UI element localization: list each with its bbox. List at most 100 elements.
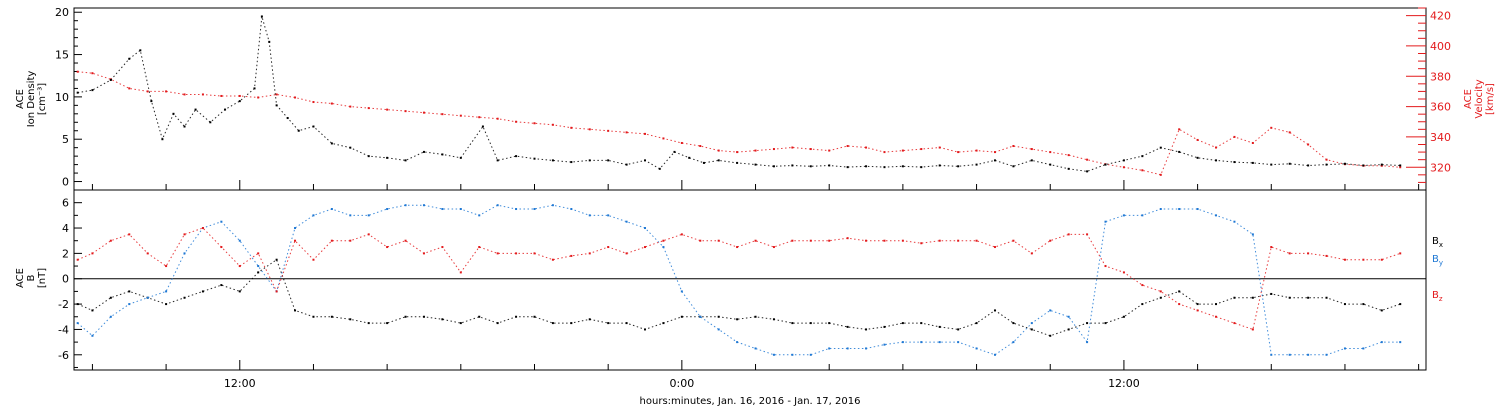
- density-point: [330, 142, 333, 145]
- by-point: [1104, 220, 1107, 223]
- by-point: [551, 204, 554, 207]
- legend-b-symbol: B: [1432, 254, 1439, 265]
- velocity-point: [1086, 158, 1089, 161]
- bz-point: [883, 239, 886, 242]
- xtick-label: 12:00: [224, 377, 256, 390]
- by-point: [938, 341, 941, 344]
- bz-point: [515, 252, 518, 255]
- bz-point: [1049, 239, 1052, 242]
- b-ytick-label: 2: [62, 247, 69, 260]
- by-point: [1288, 353, 1291, 356]
- by-point: [901, 341, 904, 344]
- velocity-point: [422, 111, 425, 114]
- density-ylabel-line: Ion Density: [26, 71, 37, 128]
- velocity-point: [791, 146, 794, 149]
- density-point: [297, 129, 300, 132]
- by-point: [165, 290, 168, 293]
- density-point: [496, 159, 499, 162]
- xtick-label: 12:00: [1108, 377, 1140, 390]
- by-point: [1141, 214, 1144, 217]
- by-point: [1086, 341, 1089, 344]
- by-point: [294, 227, 297, 230]
- velocity-point: [1178, 128, 1181, 131]
- bx-point: [1012, 322, 1015, 325]
- velocity-point: [901, 149, 904, 152]
- bz-point: [625, 252, 628, 255]
- velocity-point: [754, 149, 757, 152]
- bx-point: [1362, 303, 1365, 306]
- bz-point: [1067, 233, 1070, 236]
- density-point: [1030, 159, 1033, 162]
- bz-point: [1270, 246, 1273, 249]
- bx-point: [680, 315, 683, 318]
- bx-point: [883, 325, 886, 328]
- b-ylabel-line: [nT]: [37, 268, 48, 288]
- velocity-point: [496, 117, 499, 120]
- velocity-point: [570, 126, 573, 129]
- bx-point: [1196, 303, 1199, 306]
- bz-point: [551, 258, 554, 261]
- bx-point: [220, 284, 223, 287]
- legend-b-symbol: B: [1432, 236, 1439, 247]
- by-point: [386, 208, 389, 211]
- velocity-point: [1012, 145, 1015, 148]
- by-point: [1251, 233, 1254, 236]
- velocity-point: [680, 141, 683, 144]
- by-point: [1012, 341, 1015, 344]
- velocity-point: [1307, 143, 1310, 146]
- bz-point: [330, 239, 333, 242]
- bz-point: [201, 227, 204, 230]
- b-ytick-label: -4: [58, 323, 69, 336]
- density-point: [901, 165, 904, 168]
- by-point: [809, 353, 812, 356]
- velocity-point: [1288, 131, 1291, 134]
- bz-point: [1159, 290, 1162, 293]
- bz-point: [754, 239, 757, 242]
- density-point: [161, 138, 164, 141]
- velocity-ytick-label: 360: [1430, 101, 1451, 114]
- bz-point: [1141, 284, 1144, 287]
- velocity-point: [294, 96, 297, 99]
- velocity-point: [238, 94, 241, 97]
- velocity-point: [478, 116, 481, 119]
- bx-point: [809, 322, 812, 325]
- by-point: [422, 204, 425, 207]
- density-point: [209, 121, 212, 124]
- density-point: [1086, 170, 1089, 173]
- bz-point: [76, 258, 79, 261]
- density-ytick-label: 0: [62, 176, 69, 189]
- bx-point: [275, 258, 278, 261]
- density-point: [625, 163, 628, 166]
- velocity-ytick-label: 320: [1430, 161, 1451, 174]
- density-ytick-label: 10: [55, 91, 69, 104]
- velocity-point: [809, 148, 812, 151]
- bx-point: [1104, 322, 1107, 325]
- velocity-ytick-label: 420: [1430, 10, 1451, 23]
- density-point: [1399, 164, 1402, 167]
- bx-point: [1251, 296, 1254, 299]
- density-point: [422, 150, 425, 153]
- density-point: [404, 159, 407, 162]
- velocity-point: [1030, 148, 1033, 151]
- density-point: [1288, 162, 1291, 165]
- density-point: [957, 165, 960, 168]
- b-ytick-label: 4: [62, 222, 69, 235]
- bz-point: [1343, 258, 1346, 261]
- density-trace: [77, 16, 1401, 172]
- bz-point: [1288, 252, 1291, 255]
- by-point: [146, 296, 149, 299]
- density-point: [150, 100, 153, 103]
- bz-point: [533, 252, 536, 255]
- density-point: [1251, 161, 1254, 164]
- velocity-point: [846, 145, 849, 148]
- velocity-point: [220, 94, 223, 97]
- bx-point: [294, 309, 297, 312]
- by-point: [754, 347, 757, 350]
- bz-point: [993, 246, 996, 249]
- by-point: [1380, 341, 1383, 344]
- by-point: [607, 214, 610, 217]
- b-ytick-label: -6: [58, 349, 69, 362]
- bz-point: [257, 252, 260, 255]
- velocity-point: [183, 93, 186, 96]
